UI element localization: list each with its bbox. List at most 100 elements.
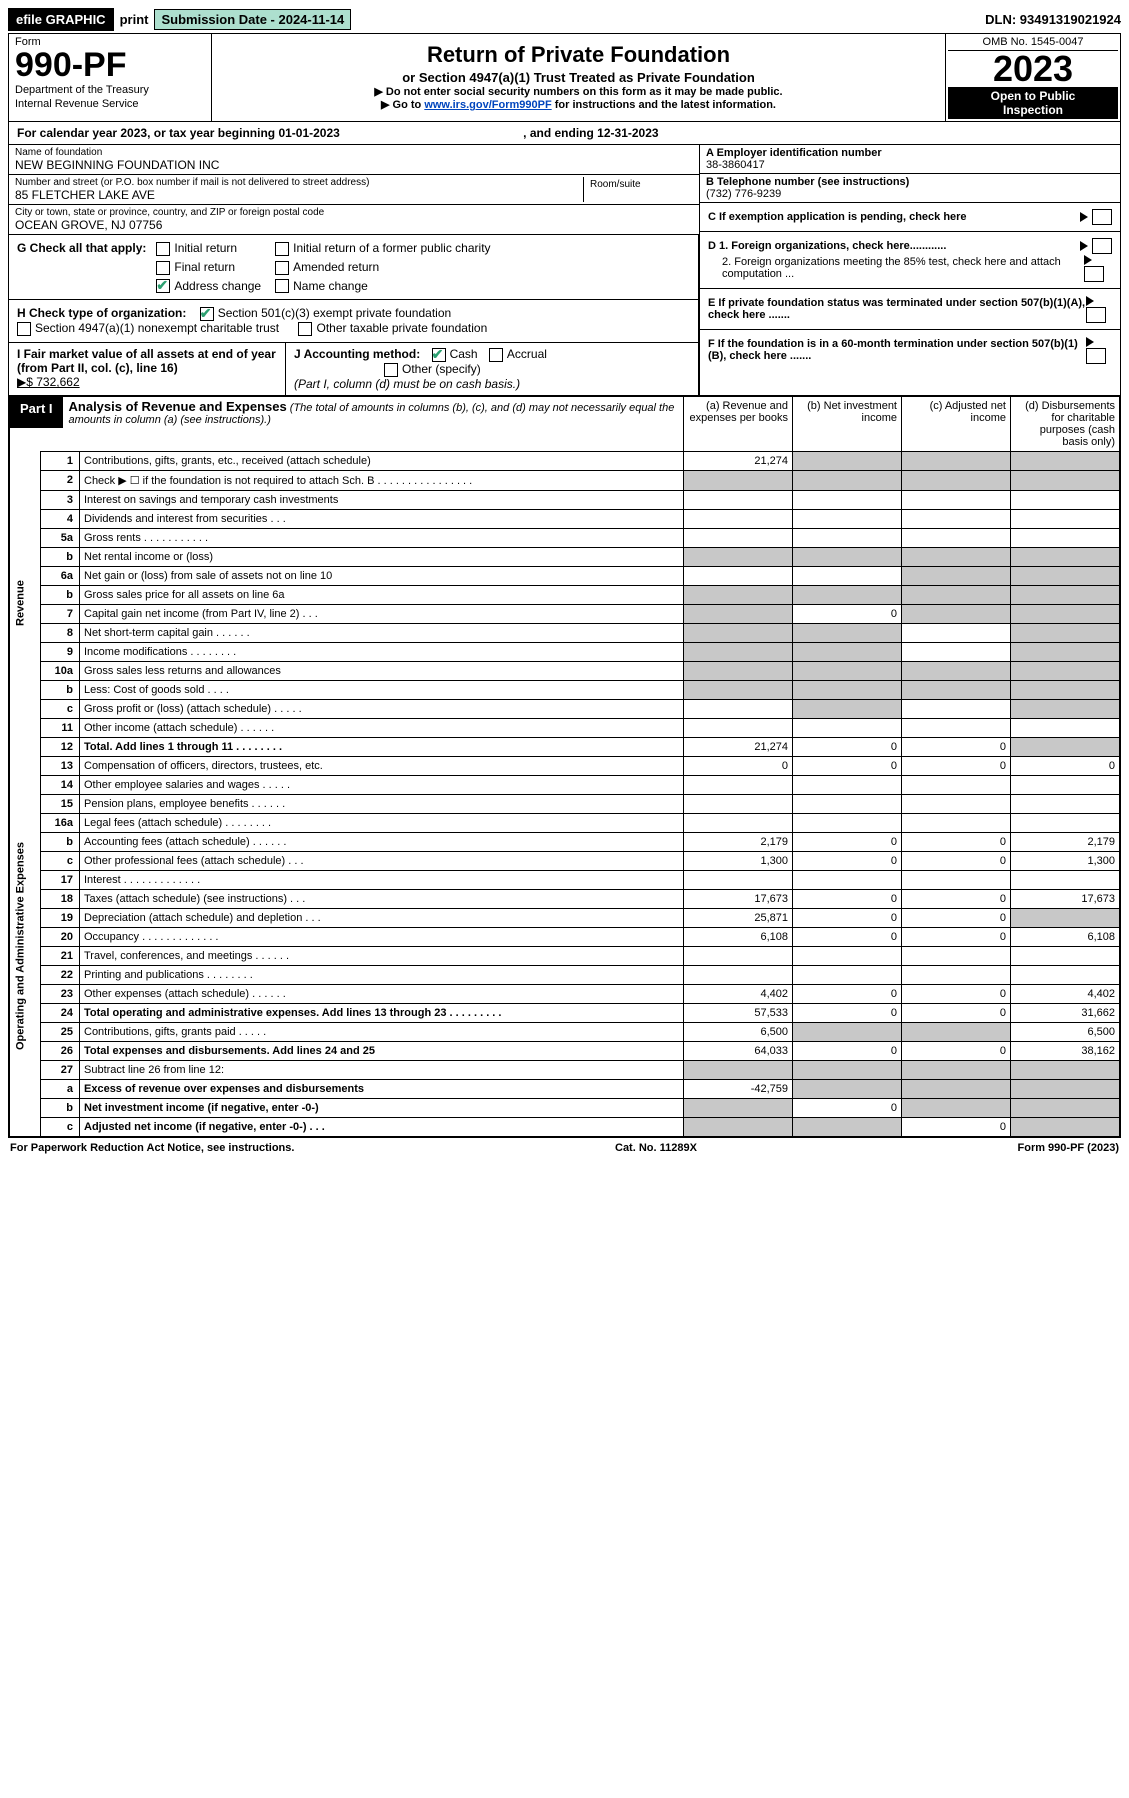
cell-a <box>684 490 793 509</box>
phone-label: B Telephone number (see instructions) <box>706 176 1114 188</box>
cb-name[interactable] <box>275 279 289 293</box>
cell-a: 21,274 <box>684 737 793 756</box>
cell-b <box>793 470 902 490</box>
part1-table: Part I Analysis of Revenue and Expenses … <box>9 396 1120 1137</box>
line-desc: Net investment income (if negative, ente… <box>80 1098 684 1117</box>
cell-a: 4,402 <box>684 984 793 1003</box>
cb-cash[interactable] <box>432 348 446 362</box>
cb-amended[interactable] <box>275 261 289 275</box>
cell-d <box>1011 1098 1120 1117</box>
cb-address[interactable] <box>156 279 170 293</box>
cell-c <box>902 661 1011 680</box>
cell-c <box>902 470 1011 490</box>
cb-accrual[interactable] <box>489 348 503 362</box>
cell-a <box>684 718 793 737</box>
line-number: 16a <box>41 813 80 832</box>
cell-c: 0 <box>902 1117 1011 1136</box>
cell-a <box>684 965 793 984</box>
side-revenue: Revenue <box>10 451 41 756</box>
line-desc: Net gain or (loss) from sale of assets n… <box>80 566 684 585</box>
cell-b <box>793 680 902 699</box>
line-desc: Net short-term capital gain . . . . . . <box>80 623 684 642</box>
cell-a <box>684 1060 793 1079</box>
line-number: 23 <box>41 984 80 1003</box>
cell-b: 0 <box>793 927 902 946</box>
cb-other-acct[interactable] <box>384 363 398 377</box>
cell-a <box>684 775 793 794</box>
line-number: 27 <box>41 1060 80 1079</box>
cell-b <box>793 718 902 737</box>
form-title: Return of Private Foundation <box>222 42 935 68</box>
cell-b <box>793 1117 902 1136</box>
cell-b <box>793 451 902 470</box>
cell-a <box>684 813 793 832</box>
room-label: Room/suite <box>583 177 693 202</box>
cb-initial[interactable] <box>156 242 170 256</box>
cell-d <box>1011 946 1120 965</box>
cb-d1[interactable] <box>1092 238 1112 254</box>
cell-c: 0 <box>902 908 1011 927</box>
cell-a: 64,033 <box>684 1041 793 1060</box>
cell-b <box>793 699 902 718</box>
cb-other-tax[interactable] <box>298 322 312 336</box>
part1-desc: Analysis of Revenue and Expenses (The to… <box>63 397 683 428</box>
cell-b <box>793 528 902 547</box>
line-desc: Contributions, gifts, grants, etc., rece… <box>80 451 684 470</box>
cell-a <box>684 661 793 680</box>
street-address: 85 FLETCHER LAKE AVE <box>15 188 583 202</box>
line-desc: Contributions, gifts, grants paid . . . … <box>80 1022 684 1041</box>
line-desc: Interest on savings and temporary cash i… <box>80 490 684 509</box>
line-number: 3 <box>41 490 80 509</box>
cell-b <box>793 623 902 642</box>
table-row: 19Depreciation (attach schedule) and dep… <box>10 908 1120 927</box>
print-label[interactable]: print <box>120 12 149 27</box>
section-g: G Check all that apply: Initial return I… <box>9 235 698 300</box>
cell-a <box>684 794 793 813</box>
line-number: 14 <box>41 775 80 794</box>
cb-d2[interactable] <box>1084 266 1104 282</box>
section-ij: I Fair market value of all assets at end… <box>9 343 698 395</box>
cb-final[interactable] <box>156 261 170 275</box>
line-desc: Taxes (attach schedule) (see instruction… <box>80 889 684 908</box>
line-desc: Income modifications . . . . . . . . <box>80 642 684 661</box>
dept1: Department of the Treasury <box>15 84 205 96</box>
cell-c <box>902 718 1011 737</box>
cell-d <box>1011 451 1120 470</box>
cell-a: 21,274 <box>684 451 793 470</box>
cell-c <box>902 775 1011 794</box>
line-desc: Less: Cost of goods sold . . . . <box>80 680 684 699</box>
cell-b: 0 <box>793 737 902 756</box>
cb-4947[interactable] <box>17 322 31 336</box>
irs-link[interactable]: www.irs.gov/Form990PF <box>424 99 551 111</box>
table-row: cGross profit or (loss) (attach schedule… <box>10 699 1120 718</box>
cell-d <box>1011 737 1120 756</box>
calendar-year-row: For calendar year 2023, or tax year begi… <box>9 122 1120 145</box>
cb-c[interactable] <box>1092 209 1112 225</box>
table-row: 17Interest . . . . . . . . . . . . . <box>10 870 1120 889</box>
cell-b <box>793 870 902 889</box>
cell-a <box>684 528 793 547</box>
cb-f[interactable] <box>1086 348 1106 364</box>
table-row: 12Total. Add lines 1 through 11 . . . . … <box>10 737 1120 756</box>
ein-value: 38-3860417 <box>706 159 1114 171</box>
cell-c <box>902 794 1011 813</box>
cell-d: 6,108 <box>1011 927 1120 946</box>
cb-501c3[interactable] <box>200 307 214 321</box>
cell-b <box>793 585 902 604</box>
line-number: 21 <box>41 946 80 965</box>
cb-initial-former[interactable] <box>275 242 289 256</box>
line-number: 18 <box>41 889 80 908</box>
cell-c: 0 <box>902 927 1011 946</box>
arrow-icon <box>1086 296 1094 306</box>
dept2: Internal Revenue Service <box>15 98 205 110</box>
cb-e[interactable] <box>1086 307 1106 323</box>
line-desc: Total expenses and disbursements. Add li… <box>80 1041 684 1060</box>
cell-d: 1,300 <box>1011 851 1120 870</box>
cell-c <box>902 1022 1011 1041</box>
line-number: 17 <box>41 870 80 889</box>
line-number: 13 <box>41 756 80 775</box>
cell-d <box>1011 509 1120 528</box>
table-row: Operating and Administrative Expenses13C… <box>10 756 1120 775</box>
table-row: bGross sales price for all assets on lin… <box>10 585 1120 604</box>
cell-a: 0 <box>684 756 793 775</box>
